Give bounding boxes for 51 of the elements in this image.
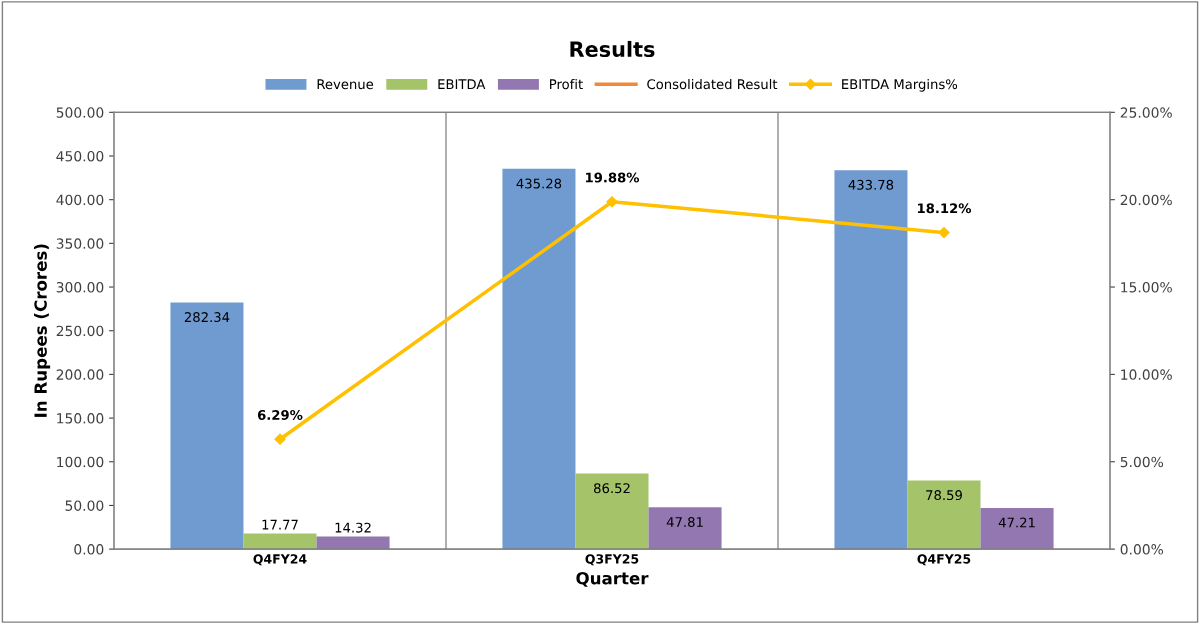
data-label: 17.77 — [262, 519, 298, 530]
y-tick-label: 50.00 — [65, 500, 104, 511]
y-axis-title: In Rupees (Crores) — [34, 244, 51, 417]
x-axis-title: Quarter — [576, 571, 649, 587]
x-tick-label: Q3FY25 — [585, 554, 639, 566]
data-label: 435.28 — [516, 178, 562, 189]
data-label: 78.59 — [926, 490, 962, 501]
x-tick-label: Q4FY25 — [917, 554, 971, 566]
point — [274, 433, 286, 445]
y-tick-label: 250.00 — [56, 325, 104, 337]
bar — [834, 170, 908, 550]
data-label: 6.29% — [257, 409, 303, 420]
y2-tick-label: 10.00% — [1121, 369, 1172, 380]
y-tick-label: 350.00 — [56, 238, 104, 249]
data-label: 18.12% — [918, 203, 972, 214]
y2-tick-label: 5.00% — [1120, 456, 1164, 468]
data-label: 47.81 — [666, 517, 703, 527]
y-tick-label: 200.00 — [56, 369, 104, 380]
data-label: 433.78 — [848, 179, 894, 190]
bar — [243, 533, 317, 550]
point — [606, 196, 618, 208]
legend-label: Consolidated Result — [647, 78, 778, 90]
data-label: 47.21 — [998, 517, 1035, 528]
legend-label: Revenue — [317, 79, 374, 90]
y-tick-label: 150.00 — [57, 413, 104, 424]
data-label: 19.88% — [586, 172, 640, 183]
chart-title: Results — [570, 40, 655, 58]
bar — [170, 302, 244, 550]
bar — [502, 168, 576, 550]
y-tick-label: 400.00 — [56, 194, 104, 206]
y2-tick-label: 25.00% — [1120, 107, 1172, 118]
legend-label: Profit — [550, 78, 583, 90]
y2-tick-label: 15.00% — [1121, 282, 1172, 293]
data-label: 14.32 — [335, 522, 371, 533]
legend-label: EBITDA — [438, 79, 486, 89]
data-label: 86.52 — [594, 483, 630, 494]
y-tick-label: 0.00 — [74, 544, 104, 555]
bar — [648, 507, 722, 550]
data-label: 282.34 — [184, 312, 230, 323]
bar — [907, 480, 981, 550]
bar — [575, 473, 649, 550]
y-tick-label: 300.00 — [56, 282, 104, 293]
y-tick-label: 100.00 — [57, 456, 104, 468]
y-tick-label: 500.00 — [56, 107, 104, 118]
y2-tick-label: 20.00% — [1120, 194, 1172, 206]
legend-label: EBITDA Margins% — [842, 78, 958, 92]
point — [938, 226, 950, 239]
bar — [980, 507, 1054, 550]
x-tick-label: Q4FY24 — [253, 554, 307, 566]
y2-tick-label: 0.00% — [1120, 544, 1164, 555]
y-tick-label: 450.00 — [56, 150, 104, 162]
